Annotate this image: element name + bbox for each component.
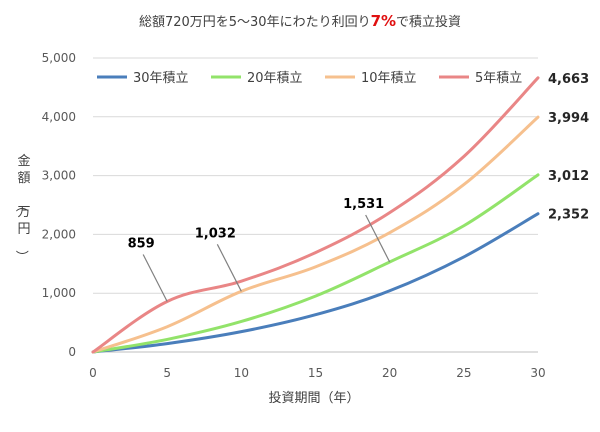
x-tick-label: 5 [163,366,171,380]
chart-title-rate: 7% [371,12,396,30]
callout-label: 1,531 [343,197,384,212]
series-line [91,212,540,354]
series-lines [91,76,540,354]
x-axis-title: 投資期間（年） [268,390,359,406]
end-value-label: 4,663 [548,72,589,87]
callout-label: 859 [128,236,155,251]
legend: 30年積立 20年積立 10年積立 5年積立 [97,71,522,86]
gridlines [93,57,538,294]
chart-title: 総額720万円を5～30年にわたり利回り7%で積立投資 [139,12,461,30]
y-tick-label: 0 [68,345,76,359]
end-labels: 2,352 3,012 3,994 4,663 [548,72,589,223]
x-tick-label: 25 [456,366,471,380]
x-tick-label: 30 [530,366,545,380]
x-tick-label: 20 [382,366,397,380]
y-tick-labels: 0 1,000 2,000 3,000 4,000 5,000 [42,51,76,359]
series-line [91,115,540,354]
chart-title-end: で積立投資 [396,14,461,30]
end-value-label: 2,352 [548,208,589,223]
y-tick-label: 2,000 [42,227,76,241]
legend-label: 20年積立 [247,71,303,86]
x-tick-label: 10 [234,366,249,380]
y-tick-label: 1,000 [42,286,76,300]
callouts: 1,531 1,032 859 [128,197,391,302]
y-tick-label: 4,000 [42,110,76,124]
end-value-label: 3,994 [548,111,589,126]
y-tick-label: 5,000 [42,51,76,65]
series-line [91,173,540,354]
end-value-label: 3,012 [548,169,589,184]
callout-label: 1,032 [195,226,236,241]
callout-leader [142,254,168,302]
x-tick-label: 15 [308,366,323,380]
legend-label: 10年積立 [361,71,417,86]
legend-label: 5年積立 [475,71,522,86]
chart-title-main: 総額720万円を5～30年にわたり利回り [139,15,371,30]
x-tick-label: 0 [89,366,97,380]
callout-leader [365,214,391,263]
legend-label: 30年積立 [133,71,189,86]
series-line [91,76,540,354]
x-tick-labels: 0 5 10 15 20 25 30 [89,366,545,380]
callout-leader [216,244,242,292]
y-axis-title: 金額（万円） [13,153,30,263]
y-tick-label: 3,000 [42,169,76,183]
